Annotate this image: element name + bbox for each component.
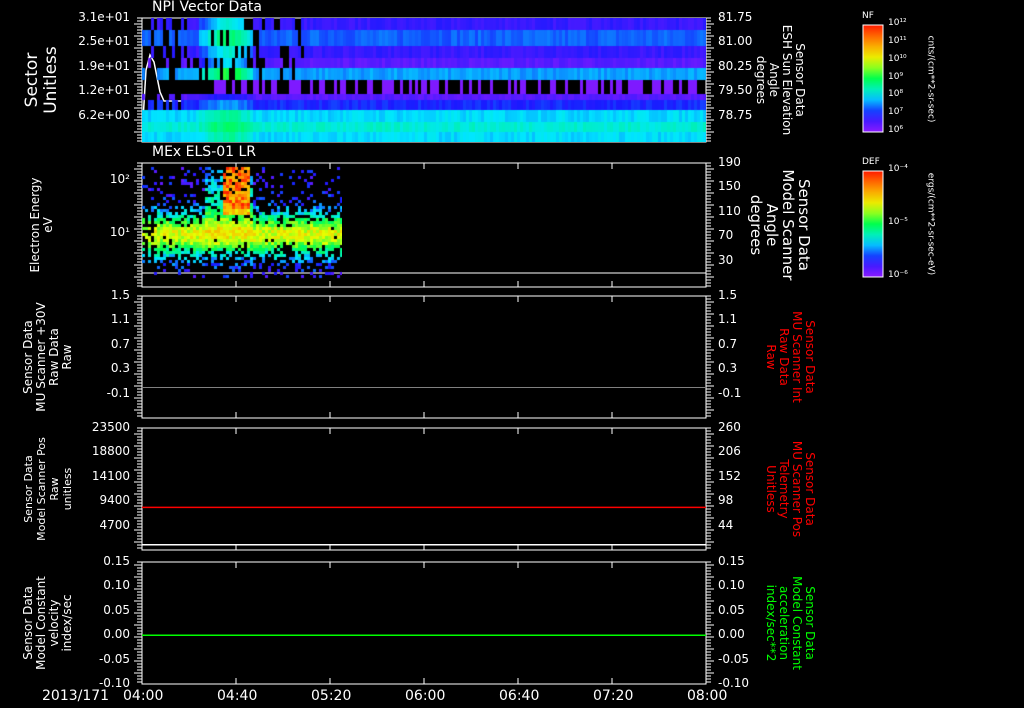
x-tick-label: 04:40 [217,688,258,704]
colorbar-tick-label: 10⁹ [888,71,904,82]
y2-tick-label: 0.7 [718,336,738,351]
y2-tick-label: 98 [718,493,734,508]
y-tick-label: 14100 [91,468,130,483]
y2-tick-label: 78.75 [718,107,753,122]
y-tick-label: 0.00 [103,627,130,642]
y-tick-label: 3.1e+01 [78,10,130,24]
y2-tick-label: 79.50 [718,83,753,98]
y2-axis-label: Sensor Data MU Scanner Int Raw Data Raw [764,311,817,403]
y-tick-label: 1.2e+01 [78,83,130,98]
y2-tick-label: 110 [718,203,741,218]
y-tick-label: -0.05 [98,651,130,666]
y2-tick-label: 206 [718,444,741,459]
colorbar [862,24,884,133]
y2-tick-label: -0.1 [718,385,742,400]
y2-tick-label: 44 [718,517,734,532]
y-tick-label: 0.05 [103,602,130,617]
y-tick-label: 1.1 [110,312,130,327]
y-tick-label: 0.10 [103,578,130,593]
y-tick-label: 18800 [91,444,130,459]
colorbar-tick-label: 10¹² [888,18,907,28]
y-tick-label: 4700 [99,517,130,532]
y-axis-label: Electron Energy eV [28,177,55,273]
panel-frame-3 [141,295,707,419]
y2-axis-label: Sensor Data Model Constant acceleration … [764,576,817,670]
colorbar-tick-label: 10¹¹ [888,35,907,46]
y-tick-label: 0.7 [110,336,130,351]
y2-tick-label: 0.15 [718,554,745,568]
y2-tick-label: 70 [718,228,734,243]
colorbar [862,170,884,278]
colorbar-label: NF [862,11,874,21]
colorbar-tick-label: 10⁻⁴ [888,164,908,174]
y2-tick-label: -0.10 [718,676,750,690]
y-tick-label: 2.5e+01 [78,34,130,49]
y2-tick-label: -0.05 [718,651,750,666]
y2-axis-label: Sensor Data Model Scanner Angle degrees [747,169,813,281]
y-axis-label: Sensor Data MU Scanner +30V Raw Data Raw [21,302,74,412]
y-axis-label: Sensor Data Model Constant velocity inde… [21,576,74,670]
y-tick-label: -0.10 [98,676,130,690]
electron-energy-spectrogram [142,163,342,287]
y2-axis-label: Sensor Data ESH Sun Elevation Angle degr… [754,24,807,136]
y-tick-label: 10¹ [109,225,130,239]
y-tick-label: -0.1 [106,385,130,400]
y2-tick-label: 0.3 [718,361,738,376]
y2-tick-label: 260 [718,420,741,434]
y2-tick-label: 0.05 [718,602,745,617]
x-tick-label: 04:00 [123,688,164,704]
panel-frame-5 [141,561,707,685]
y2-axis-label: Sensor Data MU Scanner Pos Telemetry Uni… [764,440,817,538]
y-tick-label: 10² [109,172,130,186]
x-tick-label: 06:00 [405,688,446,704]
x-tick-label: 08:00 [687,688,728,704]
sector-spectrogram [142,18,706,142]
x-tick-label: 05:20 [311,688,352,704]
colorbar-units-label: ergs/(cm**2-sr-sec-eV) [925,172,936,276]
y-tick-label: 0.15 [103,554,130,568]
y2-tick-label: 0.00 [718,627,745,642]
y2-tick-label: 152 [718,468,741,483]
panel-title: MEx ELS-01 LR [152,144,257,160]
y2-tick-label: 150 [718,179,741,194]
x-tick-label: 07:20 [593,688,634,704]
y-tick-label: 23500 [91,420,130,434]
date-label: 2013/171 [42,688,110,704]
colorbar-tick-label: 10⁻⁶ [888,270,908,280]
colorbar-tick-label: 10⁶ [888,125,904,135]
y-axis-label: Sensor Data Model Scanner Pos Raw unitle… [22,437,74,541]
panel-title: NPI Vector Data [152,0,262,15]
y2-tick-label: 0.10 [718,578,745,593]
colorbar-tick-label: 10⁷ [888,107,904,118]
y-tick-label: 6.2e+00 [78,107,130,122]
y-tick-label: 1.5 [110,288,130,302]
y-tick-label: 9400 [99,493,130,508]
panel-frame-4 [141,427,707,551]
y-tick-label: 0.3 [110,361,130,376]
y2-tick-label: 190 [718,155,741,169]
y-tick-label: 1.9e+01 [78,58,130,73]
colorbar-tick-label: 10⁸ [888,89,904,100]
y-axis-label: Sector Unitless [22,46,61,114]
y2-tick-label: 81.00 [718,34,753,49]
y2-tick-label: 30 [718,252,734,267]
colorbar-units-label: cnts/(cm**2-sr-sec) [925,35,936,122]
colorbar-label: DEF [862,157,880,167]
colorbar-tick-label: 10⁻⁵ [888,217,908,227]
y2-tick-label: 1.5 [718,288,738,302]
x-tick-label: 06:40 [499,688,540,704]
y2-tick-label: 81.75 [718,10,753,24]
y2-tick-label: 80.25 [718,58,753,73]
y2-tick-label: 1.1 [718,312,738,327]
colorbar-tick-label: 10¹⁰ [888,53,907,64]
